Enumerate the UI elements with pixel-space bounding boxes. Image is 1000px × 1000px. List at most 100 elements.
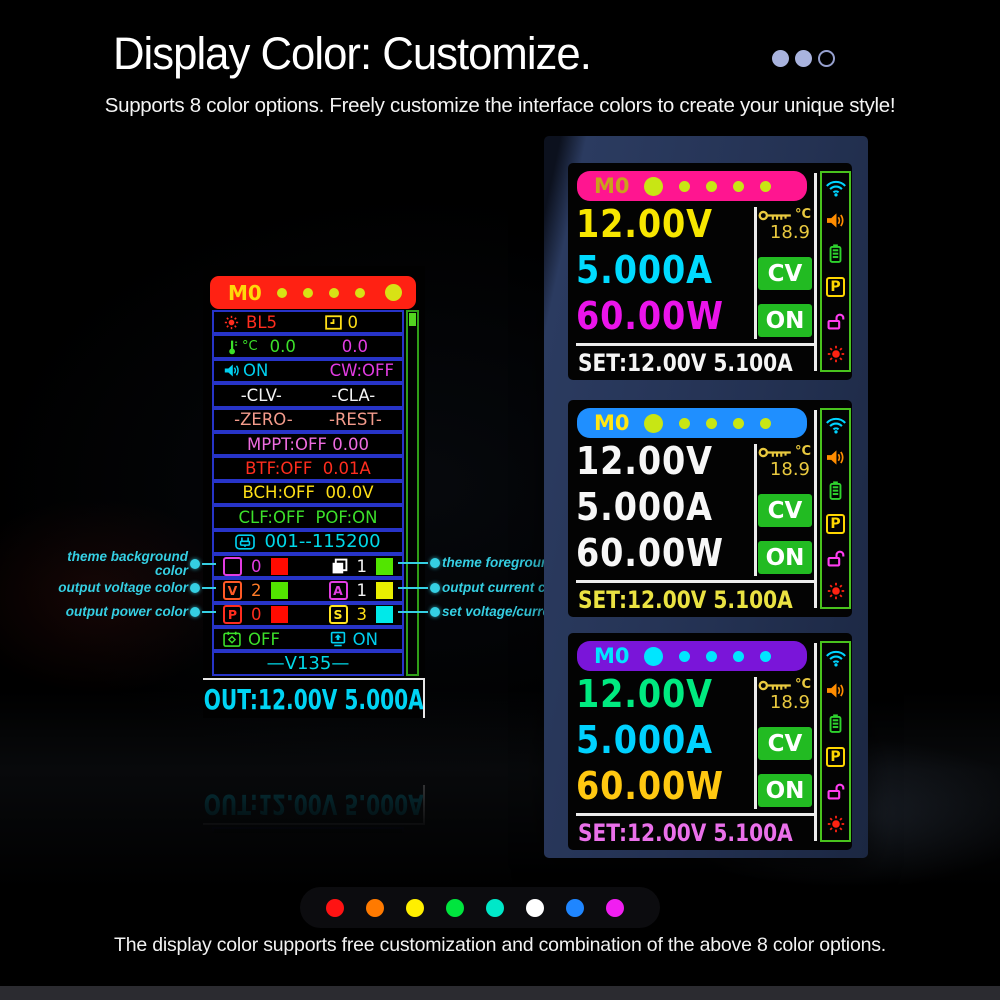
- battery-icon: [829, 244, 842, 263]
- clf-pof-value: CLF:OFF POF:ON: [238, 507, 378, 527]
- btf-value: BTF:OFF 0.01A: [245, 459, 371, 479]
- cla-label: -CLA-: [331, 385, 376, 405]
- current-readout: 5.000A: [576, 485, 713, 529]
- settings-row-backlight: BL5 0: [212, 310, 404, 335]
- lock-open-icon: [827, 313, 844, 330]
- settings-row-comm: 001--115200: [212, 529, 404, 554]
- key-icon: [758, 210, 791, 221]
- speaker-icon: [827, 213, 844, 228]
- dot-icon: [354, 287, 365, 298]
- memory-slot-label: M0: [594, 644, 630, 668]
- reflection-text: ON: [352, 854, 378, 874]
- temp-unit: °C: [242, 339, 258, 355]
- callout-output-voltage: output voltage color: [58, 580, 216, 595]
- callout-dot-icon: [430, 558, 440, 569]
- temp-block: °C: [758, 444, 812, 461]
- dot-icon: [759, 650, 771, 662]
- sound-state: ON: [243, 361, 269, 381]
- callout-dot-icon: [430, 583, 440, 594]
- header-dots: [276, 284, 402, 301]
- display-themes-panel: M0 12.00V 5.000A 60.00W °C 18.9 CV ON SE…: [544, 136, 868, 858]
- on-indicator: ON: [758, 541, 812, 574]
- output-readout: OUT:12.00V 5.000A: [204, 682, 424, 716]
- lock-open-icon: [827, 783, 844, 800]
- pagination: [772, 50, 835, 67]
- settings-row-temperature: °C 0.0 0.0: [212, 334, 404, 359]
- palette-dot-turquoise: [486, 898, 504, 917]
- display-screen-pink-theme: M0 12.00V 5.000A 60.00W °C 18.9 CV ON SE…: [568, 163, 852, 380]
- wifi-icon: [825, 651, 846, 667]
- brightness-icon: [224, 315, 239, 329]
- status-column: °C 18.9 CV ON: [758, 444, 812, 578]
- voltage-readout: 12.00V: [576, 202, 713, 246]
- firmware-version: —V135—: [266, 653, 350, 675]
- dot-icon: [678, 180, 690, 192]
- set-color-swatch: [376, 606, 393, 624]
- readouts: 12.00V 5.000A 60.00W: [576, 674, 752, 807]
- dot-icon: [732, 650, 744, 662]
- key-icon: [758, 447, 791, 458]
- on-indicator: ON: [758, 304, 812, 337]
- memory-slot-label: M0: [594, 174, 630, 198]
- color-palette: [300, 887, 660, 928]
- settings-table: BL5 0 °C 0.0 0.0 ON: [212, 310, 404, 676]
- dot-icon: [732, 180, 744, 192]
- current-readout: 5.000A: [576, 718, 713, 762]
- footer-text: The display color supports free customiz…: [114, 934, 886, 956]
- pagination-dot-outline[interactable]: [818, 50, 835, 67]
- callout-label: output current color: [442, 580, 571, 595]
- power-readout: 60.00W: [576, 764, 724, 808]
- palette-dot-orange: [366, 898, 384, 917]
- palette-dot-magenta: [606, 898, 624, 917]
- dot-icon: [276, 287, 287, 298]
- display-screen-purple-theme: M0 12.00V 5.000A 60.00W °C 18.9 CV ON SE…: [568, 633, 852, 850]
- callout-dot-icon: [190, 583, 200, 594]
- voltage-readout: 12.00V: [576, 672, 713, 716]
- clv-label: -CLV-: [240, 385, 282, 405]
- set-readout: SET:12.00V 5.100A: [578, 586, 793, 614]
- dot-icon: [705, 180, 717, 192]
- lock-open-icon: [827, 550, 844, 567]
- palette-dot-green: [446, 898, 464, 917]
- speaker-icon: [827, 450, 844, 465]
- callout-label: output power color: [65, 604, 188, 619]
- callout-dot-icon: [190, 607, 200, 618]
- set-readout: SET:12.00V 5.100A: [578, 819, 793, 847]
- power-readout: 60.00W: [576, 531, 724, 575]
- reflection-text: OFF: [223, 854, 255, 874]
- key-icon: [758, 680, 791, 691]
- temp-unit: °C: [795, 677, 812, 692]
- theme-bg-index: 0: [251, 556, 262, 576]
- temp-value-1: 0.0: [269, 337, 296, 357]
- pagination-dot-filled[interactable]: [795, 50, 812, 67]
- cv-indicator: CV: [758, 727, 812, 760]
- zero-label: -ZERO-: [234, 410, 293, 430]
- on-indicator: ON: [758, 774, 812, 807]
- switch-right-state: ON: [352, 629, 378, 649]
- settings-screen-header: M0: [210, 276, 416, 309]
- settings-row-sound: ON CW:OFF: [212, 358, 404, 384]
- power-color-swatch: [270, 606, 288, 624]
- thermometer-icon: [229, 340, 238, 354]
- page-title: Display Color: Customize.: [113, 28, 592, 79]
- reflection-row: OFF ON: [212, 851, 404, 876]
- palette-dot-red: [326, 898, 344, 917]
- callout-label: theme background color: [67, 549, 188, 579]
- theme-bg-swatch: [270, 557, 288, 575]
- reflection-text: OUT:12.00V 5.000A: [204, 787, 424, 821]
- display-header: M0: [577, 408, 807, 438]
- header-dots: [643, 646, 771, 666]
- readouts: 12.00V 5.000A 60.00W: [576, 204, 752, 337]
- pagination-dot-filled[interactable]: [772, 50, 789, 67]
- temp-unit: °C: [795, 444, 812, 459]
- cv-indicator: CV: [758, 494, 812, 527]
- palette-dot-blue: [566, 898, 584, 917]
- cw-state: CW:OFF: [329, 361, 394, 381]
- p-badge-icon: P: [826, 747, 845, 768]
- cv-indicator: CV: [758, 257, 812, 290]
- page-subtitle: Supports 8 color options. Freely customi…: [104, 94, 896, 117]
- memory-slot-label: M0: [228, 280, 262, 305]
- monitor-upload-icon: [330, 632, 345, 647]
- bottom-band: [0, 986, 1000, 1000]
